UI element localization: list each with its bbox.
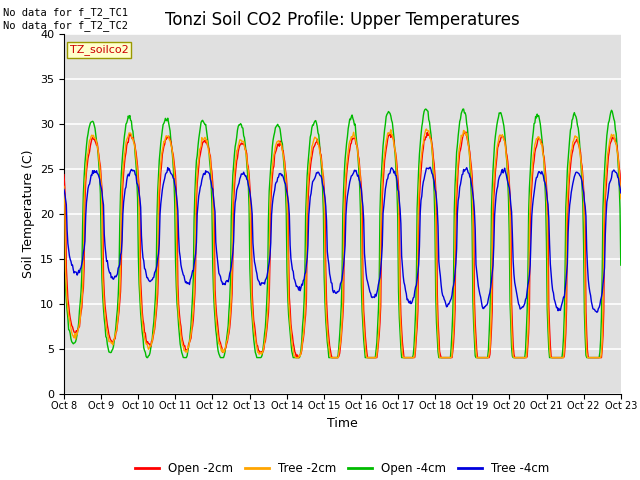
Legend: Open -2cm, Tree -2cm, Open -4cm, Tree -4cm: Open -2cm, Tree -2cm, Open -4cm, Tree -4… (131, 457, 554, 480)
Text: TZ_soilco2: TZ_soilco2 (70, 44, 128, 55)
X-axis label: Time: Time (327, 417, 358, 430)
Title: Tonzi Soil CO2 Profile: Upper Temperatures: Tonzi Soil CO2 Profile: Upper Temperatur… (165, 11, 520, 29)
Text: No data for f_T2_TC1
No data for f_T2_TC2: No data for f_T2_TC1 No data for f_T2_TC… (3, 7, 128, 31)
Y-axis label: Soil Temperature (C): Soil Temperature (C) (22, 149, 35, 278)
